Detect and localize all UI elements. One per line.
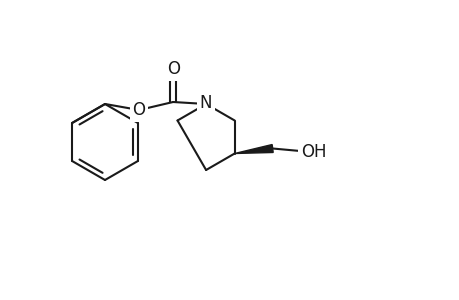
Text: O: O [167,60,180,78]
Text: N: N [199,94,212,112]
Polygon shape [234,145,273,154]
Text: OH: OH [300,142,326,160]
Text: O: O [132,101,146,119]
